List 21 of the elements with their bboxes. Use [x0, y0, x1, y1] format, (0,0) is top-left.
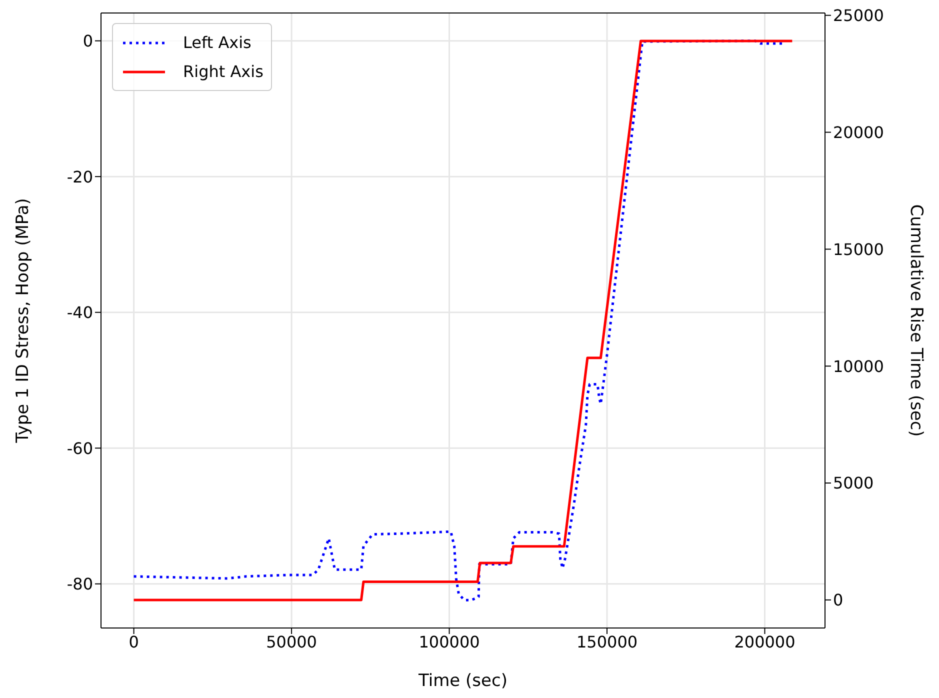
y-axis-title: Type 1 ID Stress, Hoop (MPa): [13, 198, 34, 444]
y2-tick-label: 20000: [833, 122, 884, 142]
y-tick-label: -40: [66, 303, 93, 322]
y2-tick-label: 25000: [833, 6, 884, 26]
y2-tick-label: 5000: [833, 474, 874, 493]
y-tick-label: -20: [66, 167, 93, 186]
y2-axis-title: Cumulative Rise Time (sec): [906, 204, 926, 437]
y2-tick-label: 15000: [833, 240, 884, 259]
y-tick-label: -80: [66, 574, 93, 594]
x-tick-label: 0: [128, 632, 139, 652]
x-tick-label: 150000: [576, 632, 638, 652]
x-tick-label: 50000: [266, 632, 317, 652]
y-tick-label: -60: [66, 438, 93, 458]
x-tick-label: 100000: [418, 632, 480, 652]
y2-tick-label: 0: [833, 590, 844, 610]
x-axis-title: Time (sec): [418, 671, 508, 691]
x-tick-label: 200000: [734, 632, 796, 652]
legend-label: Left Axis: [183, 33, 252, 52]
y2-tick-label: 10000: [833, 356, 884, 376]
legend-label: Right Axis: [183, 62, 264, 81]
y-tick-label: 0: [82, 32, 93, 51]
